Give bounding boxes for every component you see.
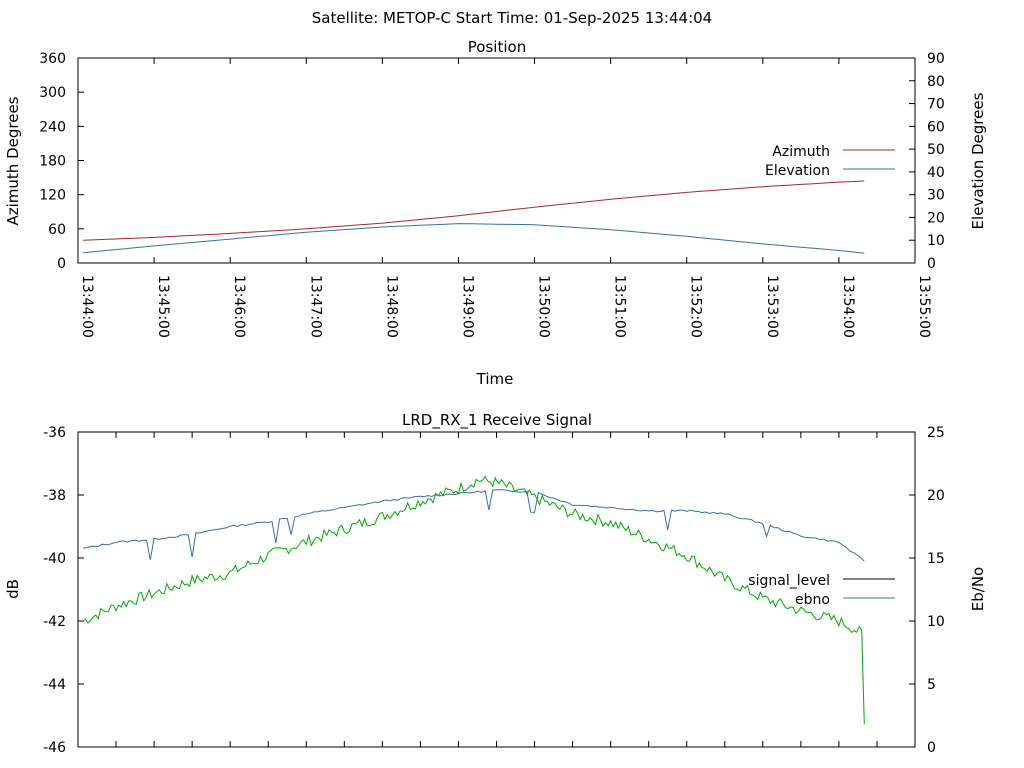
db-tick-label: -46 xyxy=(43,740,66,756)
time-axis-title: Time xyxy=(476,370,514,388)
elevation-tick-label: 20 xyxy=(927,210,945,226)
time-tick-label: 13:47:00 xyxy=(307,275,323,338)
db-tick-label: -44 xyxy=(43,677,66,693)
position-chart: Position Azimuth Degrees Elevation Degre… xyxy=(4,38,987,388)
receive-signal-chart: LRD_RX_1 Receive Signal dB Eb/No -46-44-… xyxy=(4,411,987,756)
db-axis: -46 -44 -42 -40 -38 -36 xyxy=(43,425,84,756)
ebno-tick-label: 20 xyxy=(927,488,945,504)
azimuth-tick-label: 60 xyxy=(48,222,66,238)
azimuth-tick-label: 240 xyxy=(39,119,66,135)
elevation-line xyxy=(83,223,865,254)
ebno-axis: 0 5 10 15 20 25 xyxy=(909,425,945,756)
time-tick-label: 13:49:00 xyxy=(459,275,475,338)
receive-series xyxy=(82,475,865,725)
db-tick-label: -42 xyxy=(43,614,66,630)
legend-label-signal-level: signal_level xyxy=(748,573,830,589)
receive-chart-title: LRD_RX_1 Receive Signal xyxy=(402,411,592,430)
elevation-tick-label: 0 xyxy=(927,256,936,272)
legend-label-ebno: ebno xyxy=(795,592,830,608)
elevation-tick-label: 50 xyxy=(927,142,945,158)
ebno-tick-label: 10 xyxy=(927,614,945,630)
page-title: Satellite: METOP-C Start Time: 01-Sep-20… xyxy=(312,9,712,27)
azimuth-line xyxy=(83,180,865,241)
db-tick-label: -38 xyxy=(43,488,66,504)
elevation-tick-label: 70 xyxy=(927,97,945,113)
time-tick-label: 13:48:00 xyxy=(383,275,399,338)
time-tick-label: 13:50:00 xyxy=(536,275,552,338)
azimuth-tick-label: 300 xyxy=(39,85,66,101)
time-tick-label: 13:44:00 xyxy=(79,275,95,338)
time-tick-label: 13:54:00 xyxy=(840,275,856,338)
ebno-tick-label: 25 xyxy=(927,425,945,441)
azimuth-axis-title: Azimuth Degrees xyxy=(4,96,22,225)
ebno-axis-title: Eb/No xyxy=(969,567,987,611)
elevation-axis-title: Elevation Degrees xyxy=(969,92,987,229)
time-tick-label: 13:52:00 xyxy=(688,275,704,338)
elevation-tick-label: 80 xyxy=(927,74,945,90)
position-series xyxy=(83,180,865,254)
receive-time-axis xyxy=(77,432,916,747)
time-tick-label: 13:51:00 xyxy=(612,275,628,338)
elevation-tick-label: 90 xyxy=(927,51,945,67)
db-tick-label: -36 xyxy=(43,425,66,441)
ebno-tick-label: 5 xyxy=(927,677,936,693)
azimuth-tick-label: 0 xyxy=(57,256,66,272)
azimuth-tick-label: 180 xyxy=(39,154,66,170)
legend-label-elevation: Elevation xyxy=(765,163,830,179)
legend-label-azimuth: Azimuth xyxy=(772,144,830,160)
elevation-tick-label: 60 xyxy=(927,119,945,135)
elevation-axis: 0 10 20 30 40 50 60 70 80 90 xyxy=(909,51,945,272)
position-chart-title: Position xyxy=(468,38,526,56)
elevation-tick-label: 40 xyxy=(927,165,945,181)
time-tick-label: 13:45:00 xyxy=(155,275,171,338)
ebno-tick-label: 15 xyxy=(927,551,945,567)
elevation-tick-label: 30 xyxy=(927,188,945,204)
time-tick-label: 13:46:00 xyxy=(231,275,247,338)
receive-plot-frame xyxy=(77,431,916,748)
position-legend: Azimuth Elevation xyxy=(765,144,895,179)
time-axis: 13:44:00 13:45:00 13:46:00 13:47:00 13:48:00… xyxy=(77,58,932,338)
azimuth-tick-label: 360 xyxy=(39,51,66,67)
time-tick-label: 13:55:00 xyxy=(916,275,932,338)
ebno-line xyxy=(83,489,865,562)
time-tick-label: 13:53:00 xyxy=(764,275,780,338)
position-plot-frame xyxy=(77,57,916,264)
elevation-tick-label: 10 xyxy=(927,233,945,249)
azimuth-axis: 0 60 120 180 240 300 360 xyxy=(39,51,84,272)
db-tick-label: -40 xyxy=(43,551,66,567)
ebno-tick-label: 0 xyxy=(927,740,936,756)
db-axis-title: dB xyxy=(4,579,22,599)
signal-trace-line xyxy=(82,475,865,725)
azimuth-tick-label: 120 xyxy=(39,188,66,204)
